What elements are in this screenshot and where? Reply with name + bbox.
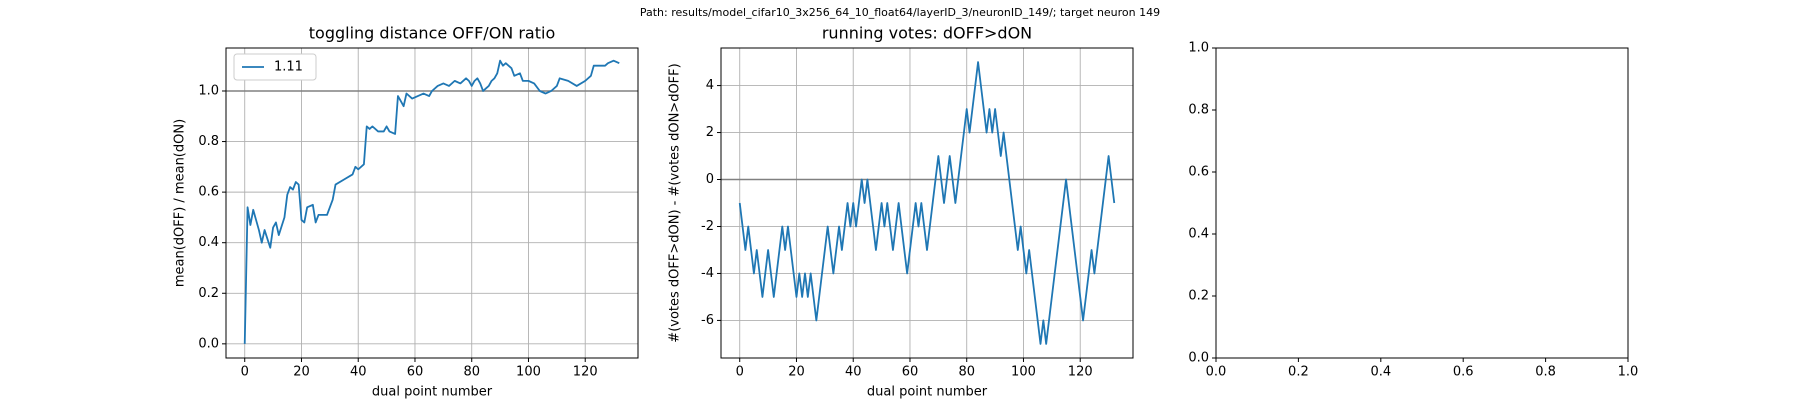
subplot: 0 20 40 60 80 100 120 -6 -4 -2 0 2 4 running votes: d… — [668, 24, 1134, 400]
x-tick-label: 0 — [736, 365, 744, 380]
y-tick-label: 0.2 — [1188, 289, 1209, 304]
x-tick-label: 100 — [1011, 365, 1036, 380]
subplot-title: toggling distance OFF/ON ratio — [309, 24, 555, 43]
y-tick-label: -2 — [701, 219, 714, 234]
x-tick-label: 120 — [1068, 365, 1093, 380]
y-tick-label: 0.6 — [198, 185, 219, 200]
x-tick-label: 0.0 — [1206, 365, 1227, 380]
y-axis-label: mean(dOFF) / mean(dON) — [173, 119, 188, 287]
y-tick-label: 0.0 — [1188, 351, 1209, 366]
y-tick-label: 0.8 — [198, 134, 219, 149]
plot-area — [226, 48, 638, 358]
x-tick-label: 60 — [902, 365, 919, 380]
y-tick-label: 4 — [706, 78, 714, 93]
subplot: 0 20 40 60 80 100 120 0.0 0.2 0.4 0.6 0.8 1.0 togglin… — [173, 24, 639, 400]
y-tick-label: 0.0 — [198, 336, 219, 351]
y-tick-label: 0.4 — [198, 235, 219, 250]
x-axis-label: dual point number — [867, 385, 988, 400]
axes-frame — [225, 47, 639, 359]
y-tick-label: -4 — [701, 266, 714, 281]
x-tick-label: 80 — [463, 365, 480, 380]
axes-frame — [720, 47, 1134, 359]
y-tick-label: 0.6 — [1188, 165, 1209, 180]
x-tick-label: 60 — [407, 365, 424, 380]
data-line — [738, 61, 1116, 345]
data-line — [243, 59, 620, 344]
x-tick-label: 120 — [573, 365, 598, 380]
x-tick-label: 1.0 — [1618, 365, 1639, 380]
subplot-title: running votes: dOFF>dON — [822, 24, 1032, 43]
x-tick-label: 20 — [788, 365, 805, 380]
x-tick-label: 80 — [958, 365, 975, 380]
x-tick-label: 0.6 — [1453, 365, 1474, 380]
x-axis-label: dual point number — [372, 385, 493, 400]
y-tick-label: 2 — [706, 125, 714, 140]
x-tick-label: 20 — [293, 365, 310, 380]
legend-box — [233, 53, 317, 81]
plot-area — [1216, 48, 1628, 358]
x-tick-label: 0.4 — [1370, 365, 1391, 380]
figure-title: Path: results/model_cifar10_3x256_64_10_… — [640, 6, 1160, 19]
legend-label: 1.11 — [274, 60, 303, 75]
x-tick-label: 0.8 — [1535, 365, 1556, 380]
y-tick-label: -6 — [701, 313, 714, 328]
x-tick-label: 40 — [845, 365, 862, 380]
y-tick-label: 0.4 — [1188, 227, 1209, 242]
axes-frame — [1215, 47, 1629, 359]
plot-area — [721, 48, 1133, 358]
y-tick-label: 0.8 — [1188, 103, 1209, 118]
y-tick-label: 1.0 — [198, 83, 219, 98]
subplot: 0.0 0.2 0.4 0.6 0.8 1.0 0.0 0.2 0.4 0.6 0.8 1.0 — [1188, 41, 1638, 380]
x-tick-label: 40 — [350, 365, 367, 380]
x-tick-label: 0 — [241, 365, 249, 380]
x-tick-label: 100 — [516, 365, 541, 380]
y-tick-label: 1.0 — [1188, 41, 1209, 56]
y-axis-label: #(votes dOFF>dON) - #(votes dON>dOFF) — [668, 63, 683, 342]
y-tick-label: 0 — [706, 172, 714, 187]
x-tick-label: 0.2 — [1288, 365, 1309, 380]
y-tick-label: 0.2 — [198, 286, 219, 301]
